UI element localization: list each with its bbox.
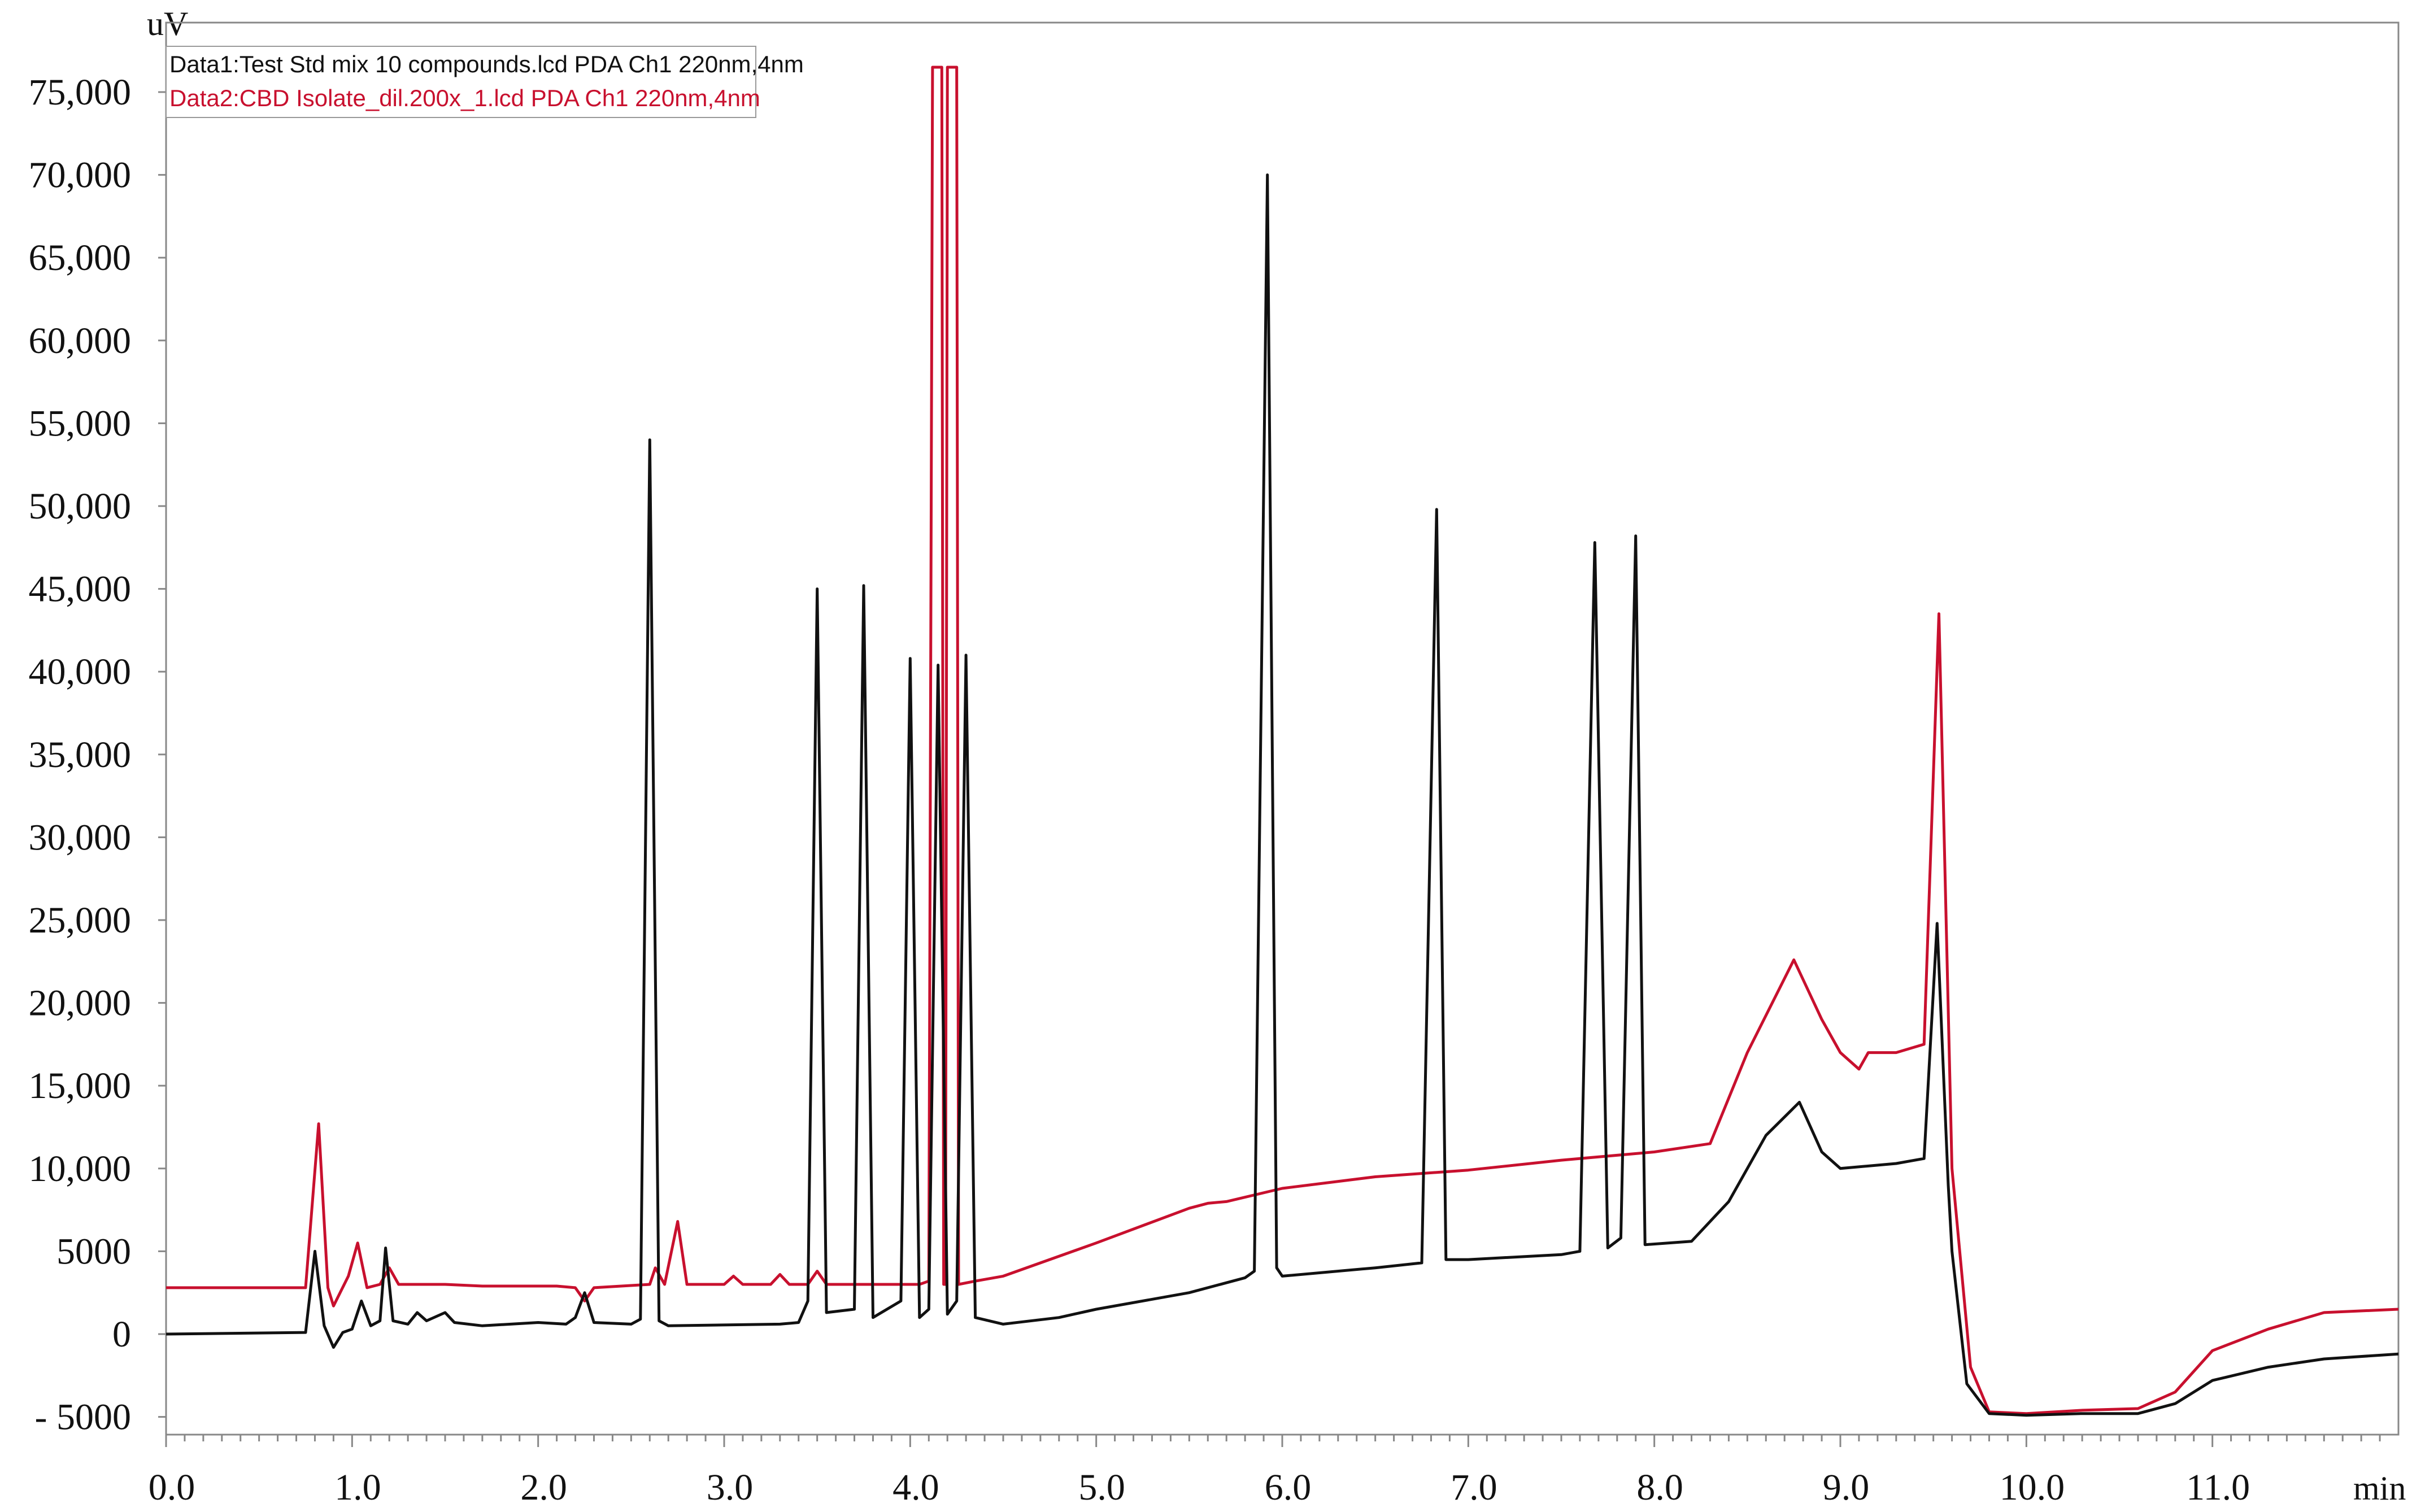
y-tick-label: 55,000 [29, 403, 132, 444]
y-tick-label: 5000 [56, 1231, 131, 1272]
legend-entry-data2: Data2:CBD Isolate_dil.200x_1.lcd PDA Ch1… [169, 85, 760, 111]
legend-box [166, 46, 756, 118]
x-tick-label: 0.0 [149, 1467, 195, 1508]
x-axis: 0.0 1.0 2.0 3.0 4.0 5.0 6.0 7.0 8.0 9.0 10.0 11.0 [149, 1435, 2381, 1508]
x-tick-label: 11.0 [2186, 1467, 2250, 1508]
y-tick-label: 20,000 [29, 983, 132, 1024]
x-tick-label: 6.0 [1265, 1467, 1312, 1508]
y-tick-label: 40,000 [29, 651, 132, 692]
y-tick-label: 35,000 [29, 734, 132, 775]
y-tick-label: 10,000 [29, 1148, 132, 1189]
y-tick-label: - 5000 [35, 1397, 131, 1438]
y-axis: - 5000 0 5000 10,000 15,000 20,000 25,000 30,00… [29, 72, 166, 1438]
x-tick-label: 10.0 [2000, 1467, 2065, 1508]
series-layer [166, 66, 2398, 1417]
y-tick-label: 60,000 [29, 320, 132, 361]
y-tick-label: 30,000 [29, 817, 132, 858]
y-tick-label: 45,000 [29, 569, 132, 610]
plot-frame [165, 21, 2400, 1436]
x-tick-label: 7.0 [1451, 1467, 1497, 1508]
y-tick-label: 65,000 [29, 237, 132, 278]
y-unit-label: uV [147, 5, 188, 42]
series-line-1 [166, 173, 2398, 1417]
x-unit-label: min [2353, 1470, 2406, 1507]
y-tick-label: 0 [112, 1314, 131, 1355]
x-tick-label: 5.0 [1078, 1467, 1125, 1508]
series-line-2 [166, 66, 2398, 1415]
y-tick-label: 50,000 [29, 486, 132, 527]
x-tick-label: 2.0 [520, 1467, 567, 1508]
legend-entry-data1: Data1:Test Std mix 10 compounds.lcd PDA … [169, 51, 804, 77]
y-tick-label: 75,000 [29, 72, 132, 113]
x-tick-label: 1.0 [334, 1467, 381, 1508]
x-tick-label: 4.0 [892, 1467, 939, 1508]
y-tick-label: 15,000 [29, 1065, 132, 1106]
x-tick-label: 8.0 [1636, 1467, 1683, 1508]
x-tick-label: 3.0 [707, 1467, 754, 1508]
y-tick-label: 25,000 [29, 900, 132, 941]
y-tick-label: 70,000 [29, 155, 132, 196]
x-tick-label: 9.0 [1823, 1467, 1870, 1508]
legend: Data1:Test Std mix 10 compounds.lcd PDA … [166, 46, 804, 118]
